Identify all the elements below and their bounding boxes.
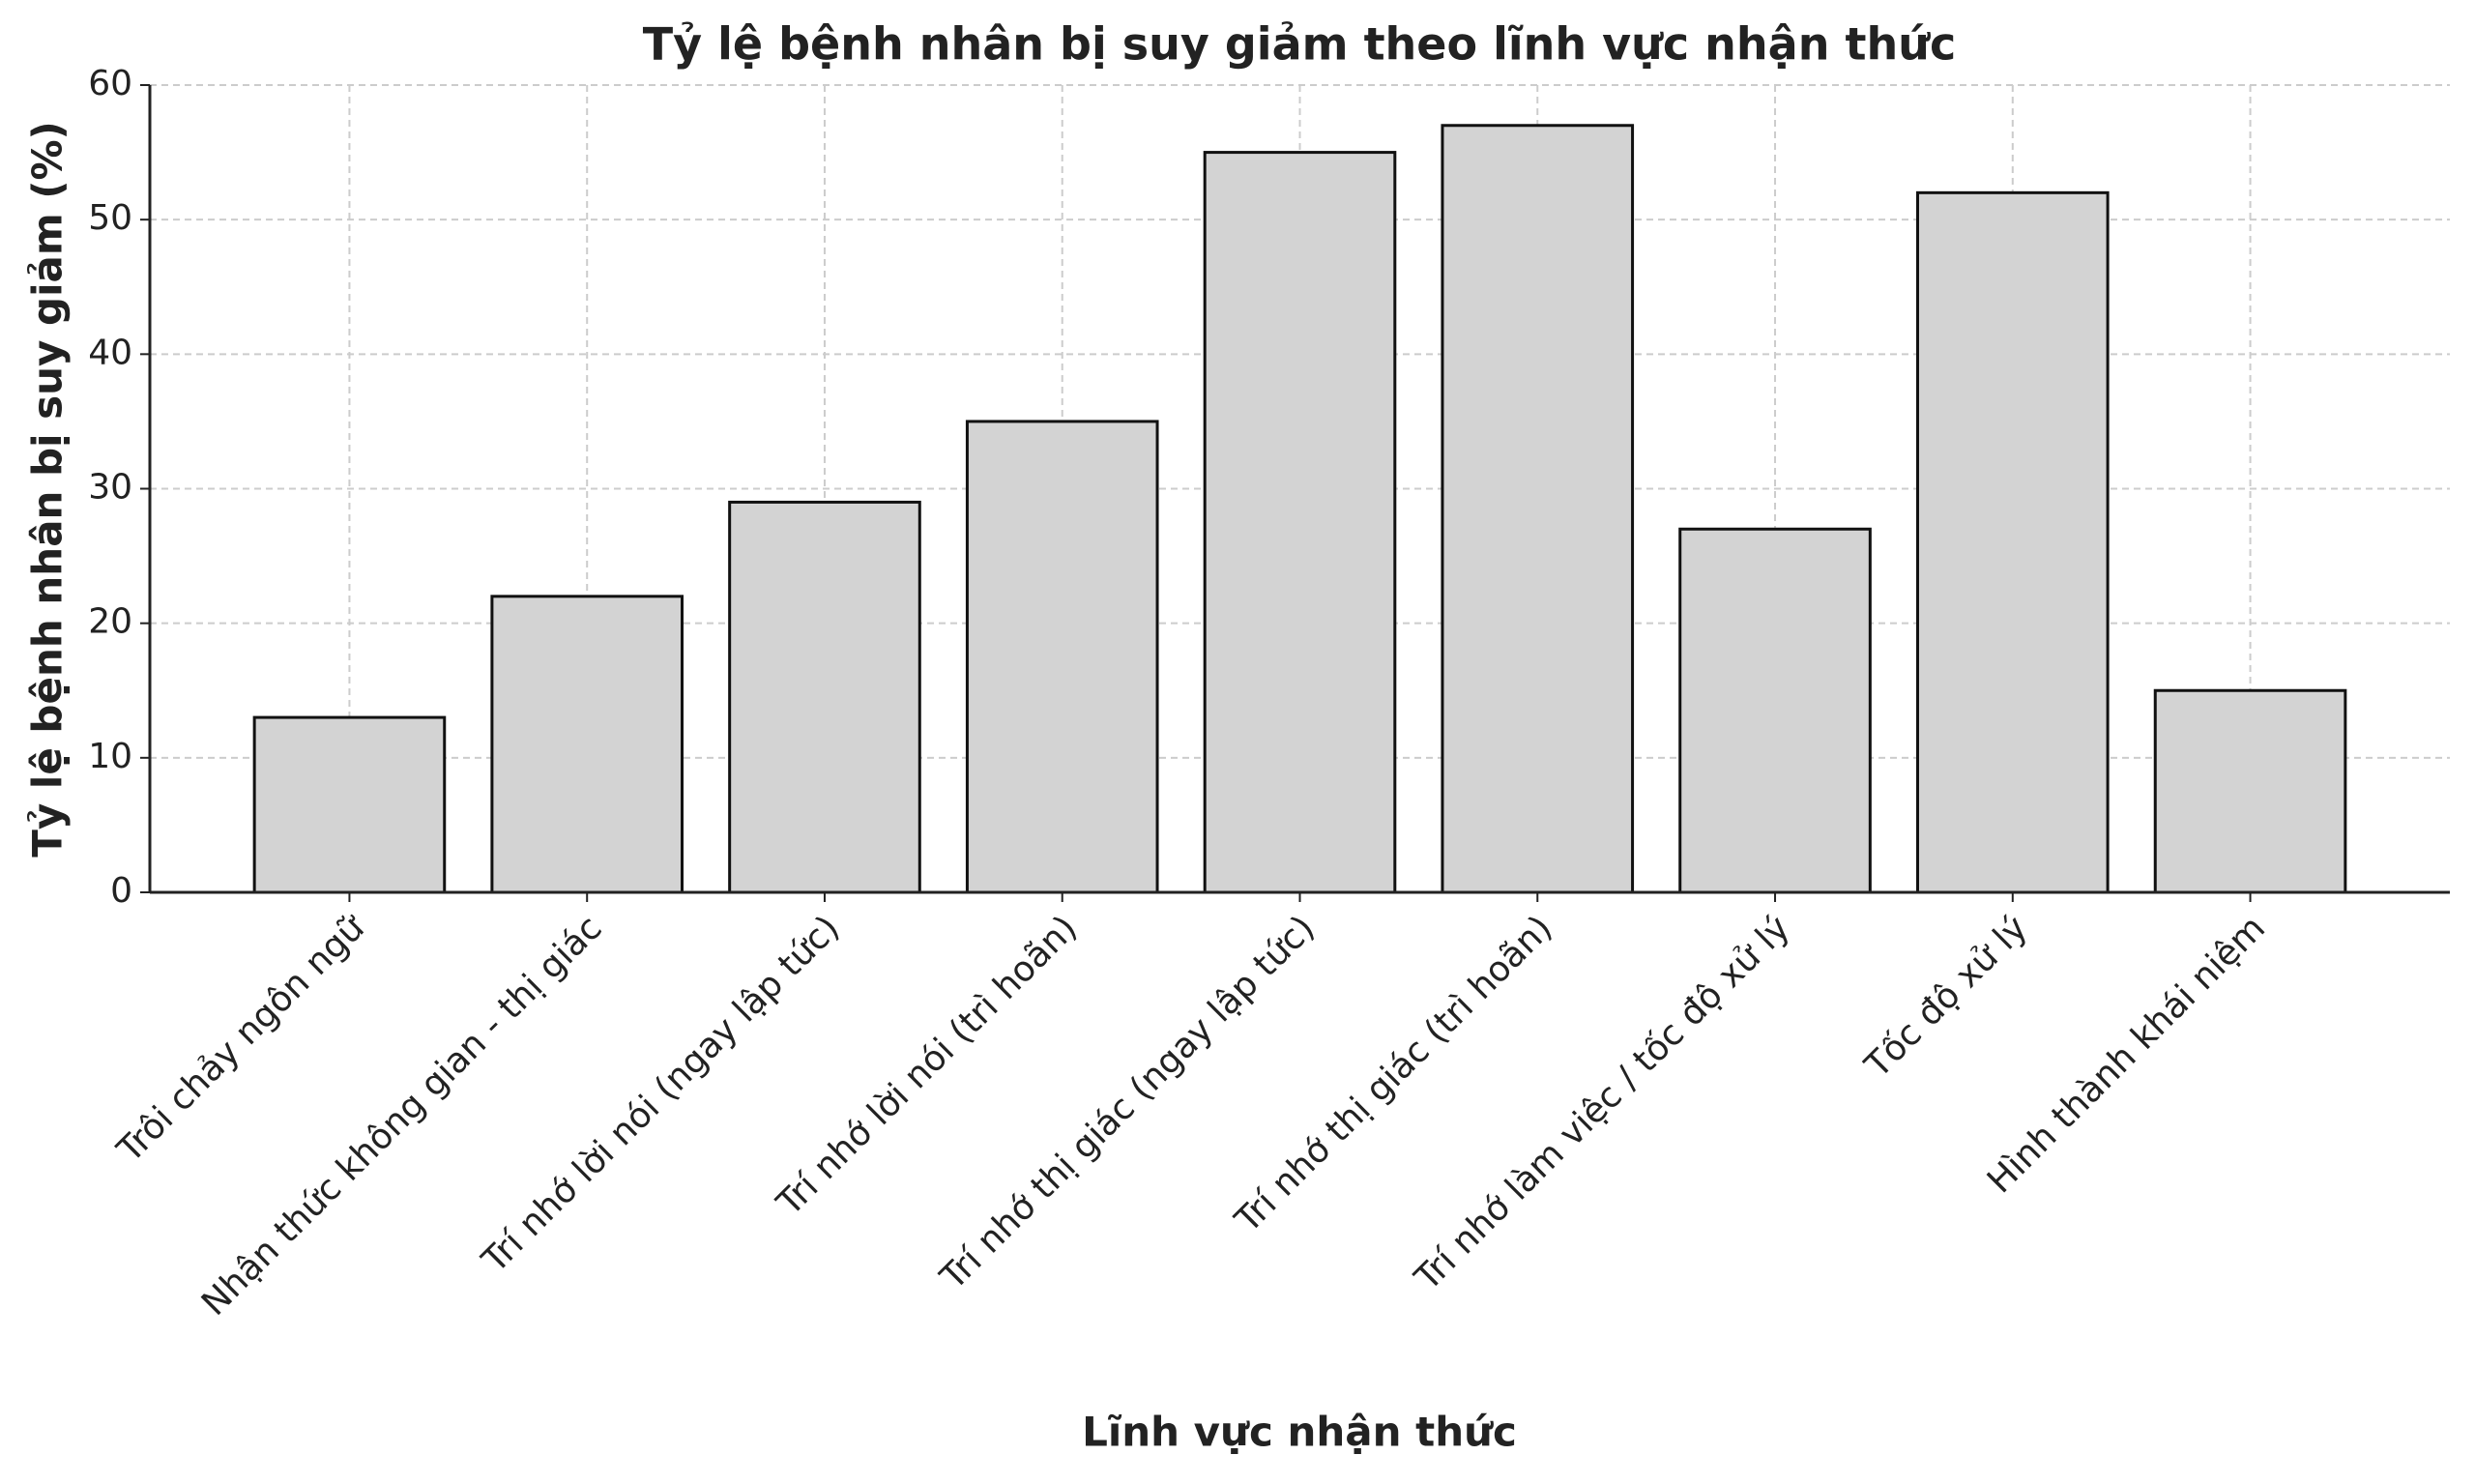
y-axis-label: Tỷ lệ bệnh nhân bị suy giảm (%) — [24, 121, 72, 857]
bar — [1678, 527, 1872, 894]
bar — [1441, 124, 1635, 894]
y-tick-label: 40 — [88, 333, 132, 372]
y-tick-label: 60 — [88, 64, 132, 103]
x-axis-label: Lĩnh vực nhận thức — [1082, 1409, 1517, 1456]
bar — [728, 500, 921, 894]
x-tick-label: Trôi chảy ngôn ngữ — [109, 907, 373, 1171]
bar — [252, 715, 447, 894]
x-tick-label: Tốc độ xử lý — [1857, 908, 2035, 1086]
bar — [490, 595, 684, 894]
y-tick-label: 30 — [88, 468, 132, 508]
y-tick-label: 0 — [110, 871, 132, 911]
chart-title: Tỷ lệ bệnh nhân bị suy giảm theo lĩnh vự… — [643, 18, 1956, 71]
y-tick-label: 50 — [88, 198, 132, 238]
bar — [2153, 688, 2347, 894]
bar — [1203, 151, 1397, 894]
x-tick-label: Trí nhớ thị giác (ngay lập tức) — [933, 908, 1323, 1297]
y-tick-label: 20 — [88, 602, 132, 642]
x-tick-label: Nhận thức không gian - thị giác — [194, 908, 610, 1324]
bar — [1915, 190, 2110, 894]
bar — [965, 420, 1159, 894]
y-tick-label: 10 — [88, 737, 132, 776]
x-tick-label: Hình thành khái niệm — [1980, 908, 2273, 1201]
x-tick-label: Trí nhớ làm việc / tốc độ xử lý — [1407, 908, 1797, 1298]
